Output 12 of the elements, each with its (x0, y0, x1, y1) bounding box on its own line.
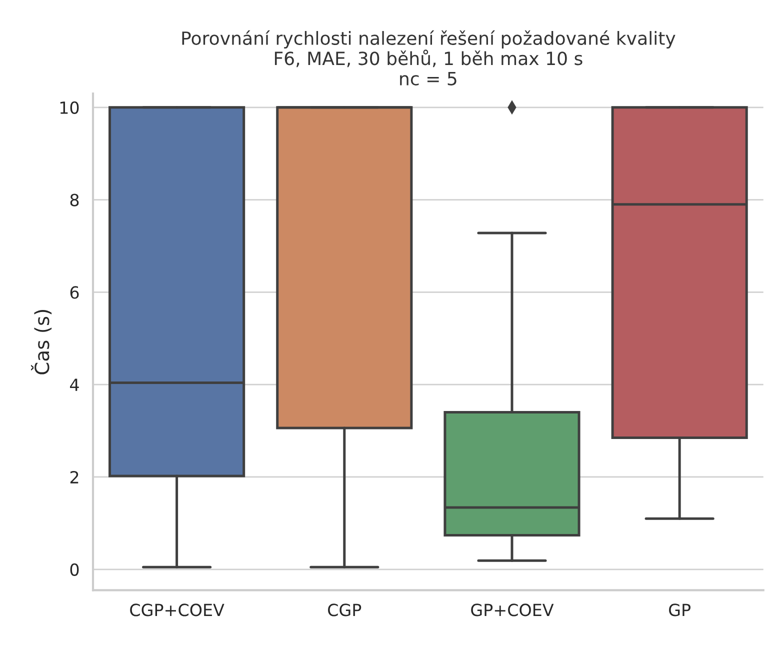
y-tick-label: 2 (70, 470, 78, 484)
x-tick-label: CGP (328, 604, 362, 616)
y-axis-title: Čas (s) (30, 310, 52, 374)
y-tick-label: 6 (70, 286, 79, 299)
y-tick-label: 8 (70, 194, 79, 206)
x-tick-label: GP (669, 604, 690, 616)
x-tick-label: GP+COEV (471, 604, 554, 616)
y-tick-label: 0 (70, 563, 79, 576)
chart-title: Porovnání rychlosti nalezení řešení požadované kvality F6, MAE, 30 běhů, 1 běh max 10 s nc = 5 (182, 30, 676, 86)
y-tick-label: 10 (60, 101, 79, 114)
y-tick-label: 4 (70, 378, 79, 391)
x-tick-label: CGP+COEV (130, 604, 224, 616)
